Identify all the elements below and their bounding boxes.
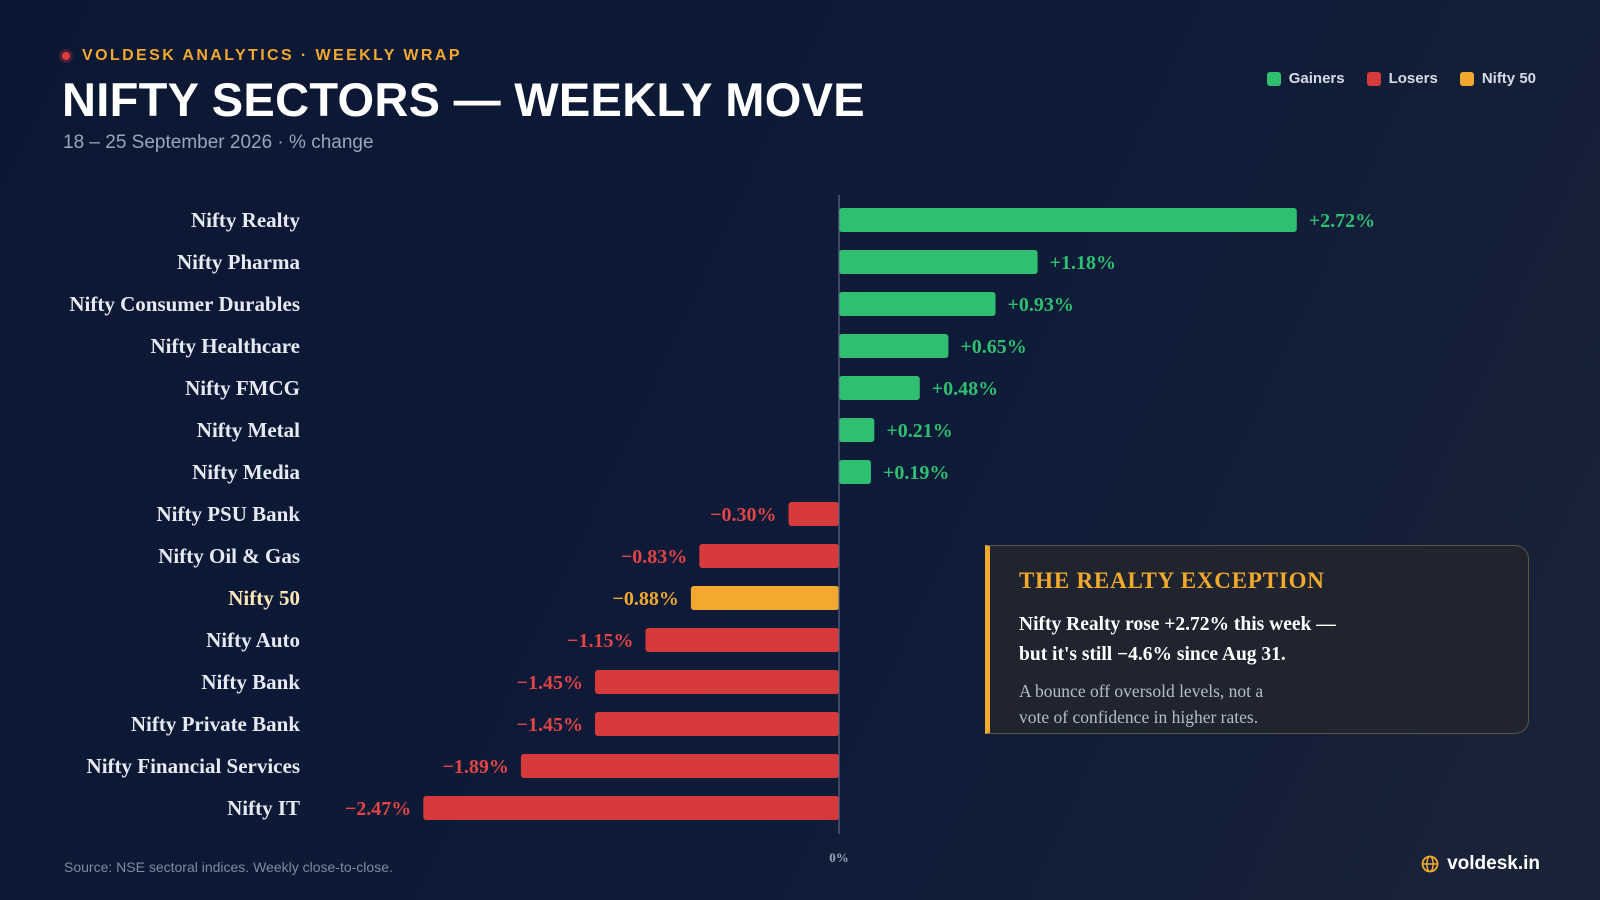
legend-label-losers: Losers	[1388, 70, 1438, 87]
bar	[690, 586, 839, 610]
category-label: Nifty IT	[227, 796, 300, 820]
category-label: Nifty Healthcare	[151, 334, 300, 358]
value-label: +0.48%	[932, 378, 998, 400]
category-label: Nifty Private Bank	[131, 712, 300, 736]
value-label: −1.45%	[517, 672, 583, 694]
category-label: Nifty PSU Bank	[156, 502, 300, 526]
legend-swatch-nifty50	[1459, 71, 1474, 86]
category-label: Nifty FMCG	[185, 376, 300, 400]
chart-title: NIFTY SECTORS — WEEKLY MOVE	[62, 73, 865, 126]
legend-swatch-gainers	[1266, 71, 1281, 86]
bar	[839, 208, 1297, 232]
callout-card: THE REALTY EXCEPTION Nifty Realty rose +…	[985, 545, 1529, 734]
legend-label-nifty50: Nifty 50	[1481, 70, 1536, 87]
kicker-text: VOLDESK ANALYTICS · WEEKLY WRAP	[82, 47, 462, 64]
bar	[839, 460, 871, 484]
value-label: −0.83%	[621, 546, 687, 568]
value-label: −1.45%	[517, 714, 583, 736]
category-label: Nifty Bank	[201, 670, 300, 694]
bar	[839, 292, 996, 316]
bar	[839, 250, 1038, 274]
value-label: −1.15%	[567, 630, 633, 652]
legend-label-gainers: Gainers	[1288, 70, 1345, 87]
globe-icon	[1421, 855, 1439, 873]
bar	[594, 712, 839, 736]
callout-headline: Nifty Realty rose +2.72% this week — but…	[1019, 614, 1336, 665]
bar	[645, 628, 839, 652]
value-label: +1.18%	[1050, 252, 1116, 274]
kicker: VOLDESK ANALYTICS · WEEKLY WRAP	[62, 47, 462, 65]
legend-item-nifty50: Nifty 50	[1459, 70, 1536, 87]
category-label: Nifty Media	[192, 460, 300, 484]
bar	[839, 334, 949, 358]
value-label: −0.30%	[710, 504, 776, 526]
value-label: +0.21%	[886, 420, 952, 442]
legend-item-gainers: Gainers	[1266, 70, 1345, 87]
value-label: +0.19%	[883, 462, 949, 484]
value-label: +0.93%	[1008, 294, 1074, 316]
category-label: Nifty Realty	[191, 208, 301, 232]
category-label: Nifty Pharma	[177, 250, 301, 274]
zero-axis-label: 0%	[829, 850, 849, 865]
value-label: −1.89%	[443, 756, 509, 778]
bar	[423, 796, 839, 820]
bar	[839, 418, 875, 442]
value-label: +0.65%	[960, 336, 1026, 358]
brand-text: voldesk.in	[1447, 853, 1540, 874]
category-label: Nifty Metal	[197, 418, 300, 442]
legend-item-losers: Losers	[1366, 70, 1438, 87]
bar	[520, 754, 839, 778]
callout-body: A bounce off oversold levels, not a vote…	[1019, 681, 1264, 727]
legend: Gainers Losers Nifty 50	[1266, 70, 1536, 87]
value-label: −0.88%	[612, 588, 678, 610]
bar	[788, 502, 839, 526]
category-label: Nifty 50	[228, 586, 300, 610]
callout-title: THE REALTY EXCEPTION	[1019, 568, 1325, 593]
live-dot-icon	[62, 52, 70, 60]
value-label: −2.47%	[345, 798, 411, 820]
value-label: +2.72%	[1309, 210, 1375, 232]
bar	[839, 376, 920, 400]
chart-subtitle: 18 – 25 September 2026 · % change	[63, 132, 374, 153]
category-label: Nifty Financial Services	[87, 754, 300, 778]
legend-swatch-losers	[1366, 71, 1381, 86]
category-label: Nifty Consumer Durables	[69, 292, 300, 316]
category-label: Nifty Oil & Gas	[158, 544, 300, 568]
brand[interactable]: voldesk.in	[1421, 853, 1540, 875]
category-label: Nifty Auto	[206, 628, 300, 652]
bar	[699, 544, 839, 568]
source-note: Source: NSE sectoral indices. Weekly clo…	[64, 859, 393, 875]
bar	[594, 670, 839, 694]
